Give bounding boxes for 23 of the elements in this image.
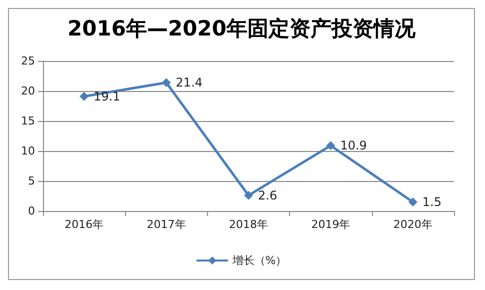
- legend-label: 增长（%）: [231, 254, 287, 267]
- data-label: 21.4: [176, 76, 203, 90]
- y-tick-label: 25: [21, 54, 35, 68]
- x-tick-label: 2020年: [393, 218, 432, 231]
- chart-title: 2016年—2020年固定资产投资情况: [68, 16, 416, 40]
- data-label: 19.1: [94, 89, 120, 104]
- point: [162, 78, 171, 88]
- y-tick-label: 20: [21, 84, 35, 98]
- x-tick-label: 2016年: [64, 218, 104, 231]
- point: [80, 92, 89, 101]
- data-label: 10.9: [340, 138, 367, 153]
- data-label: 2.6: [258, 188, 278, 202]
- point: [244, 190, 253, 200]
- y-tick-label: 0: [28, 204, 35, 218]
- x-tick-label: 2019年: [311, 218, 350, 231]
- data-label: 1.5: [422, 195, 442, 209]
- y-tick-label: 15: [21, 114, 35, 128]
- y-tick-label: 10: [21, 144, 35, 158]
- point: [408, 198, 418, 206]
- x-tick-label: 2017年: [146, 218, 186, 231]
- y-tick-label: 5: [28, 174, 35, 188]
- point: [326, 141, 336, 150]
- x-tick-label: 2018年: [229, 218, 268, 231]
